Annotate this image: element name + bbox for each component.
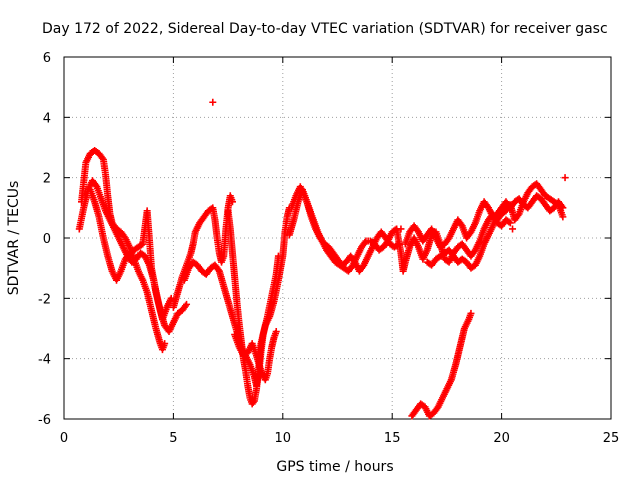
y-tick-label: -2: [38, 292, 51, 307]
chart-title: Day 172 of 2022, Sidereal Day-to-day VTE…: [42, 21, 608, 37]
data-point-marker: [509, 225, 517, 233]
series-track-3: [86, 186, 191, 336]
data-point-marker: [272, 328, 280, 336]
data-point-marker: [561, 174, 569, 182]
y-tick-label: 6: [43, 51, 51, 66]
x-tick-label: 0: [60, 431, 68, 446]
data-point-marker: [228, 198, 236, 206]
series-track-12: [423, 192, 567, 272]
data-point-marker: [361, 239, 369, 247]
data-point-marker: [558, 202, 566, 210]
data-point-marker: [249, 398, 257, 406]
series-isolated: [209, 98, 569, 233]
series-track-13: [408, 309, 475, 420]
y-tick-label: -4: [38, 353, 51, 368]
y-tick-label: 0: [43, 232, 51, 247]
data-point-marker: [506, 219, 514, 227]
data-point-marker: [98, 154, 106, 162]
x-tick-label: 20: [493, 431, 510, 446]
data-point-marker: [505, 218, 513, 226]
series-track-4: [169, 192, 236, 311]
series-track-7: [231, 328, 280, 384]
data-point-marker: [457, 220, 465, 228]
y-axis-label: SDTVAR / TECUs: [6, 181, 22, 296]
data-point-marker: [92, 181, 100, 189]
y-tick-label: -6: [38, 413, 51, 428]
data-point-marker: [161, 340, 169, 348]
series-track-2: [78, 147, 169, 354]
x-tick-label: 10: [275, 431, 292, 446]
x-tick-label: 5: [169, 431, 177, 446]
x-tick-label: 15: [384, 431, 401, 446]
data-point-marker: [209, 98, 217, 106]
y-tick-label: 4: [43, 111, 51, 126]
x-tick-labels: 0 5 10 15 20 25: [60, 431, 619, 446]
data-point-marker: [514, 211, 522, 219]
data-point-marker: [397, 225, 405, 233]
data-point-marker: [181, 302, 189, 310]
y-tick-labels: -6 -4 -2 0 2 4 6: [38, 51, 51, 428]
y-tick-label: 2: [43, 172, 51, 187]
data-point-marker: [559, 213, 567, 221]
x-axis-label: GPS time / hours: [276, 459, 393, 475]
data-series: [75, 98, 569, 420]
x-tick-label: 25: [603, 431, 620, 446]
series-track-11: [401, 198, 514, 251]
series-track-9: [288, 183, 401, 275]
data-point-marker: [467, 309, 475, 317]
data-point-marker: [559, 204, 567, 212]
plot-frame: [63, 56, 612, 420]
data-point-marker: [183, 300, 191, 308]
